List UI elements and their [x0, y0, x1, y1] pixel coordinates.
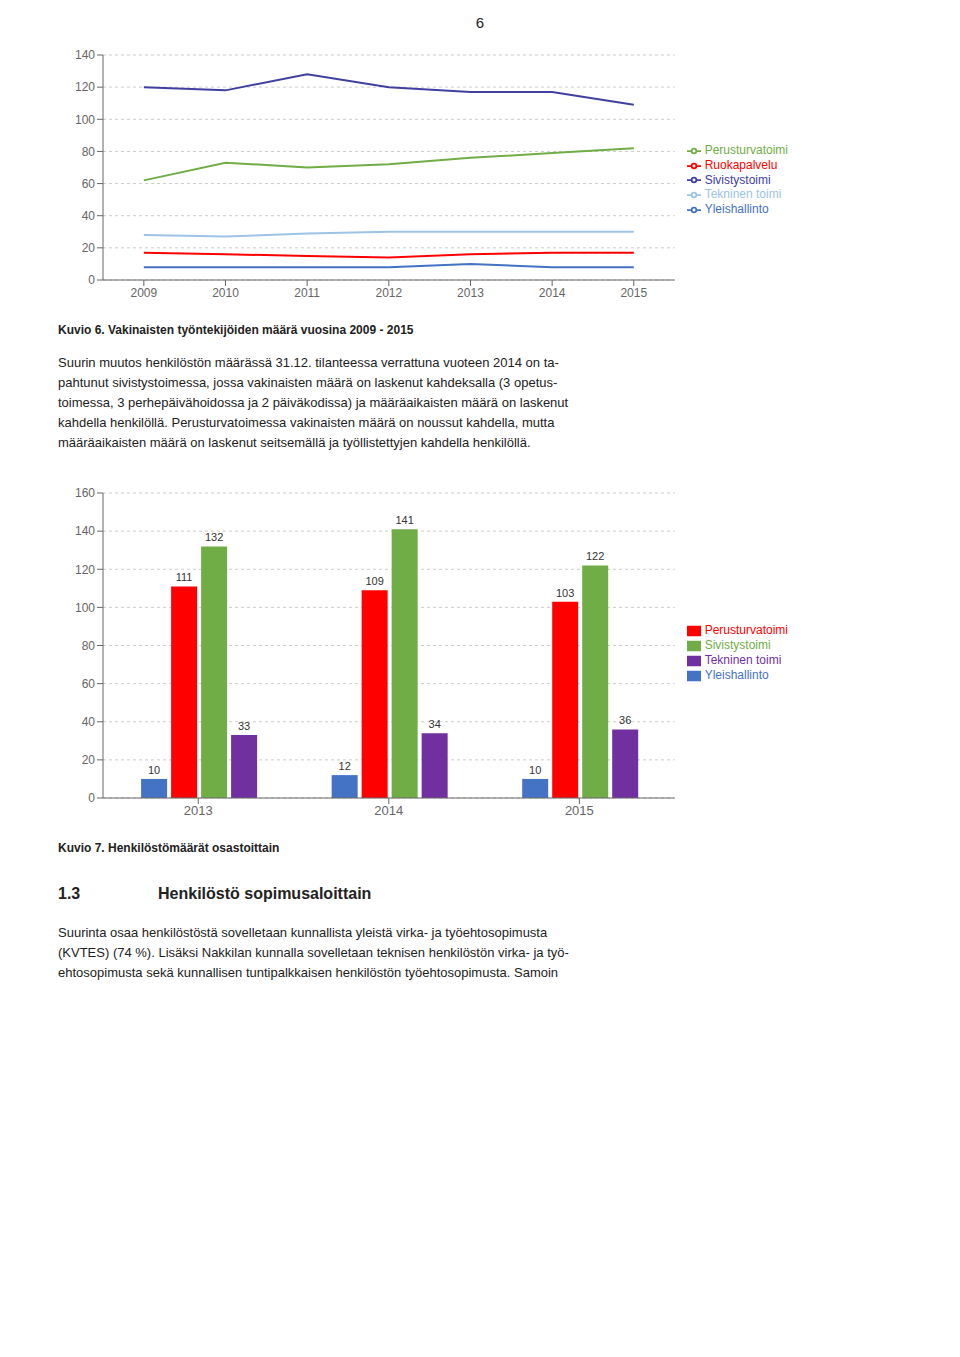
svg-text:120: 120	[75, 563, 95, 577]
svg-text:2011: 2011	[294, 286, 320, 300]
html-text:Ruokapalvelu: Ruokapalvelu	[704, 157, 778, 172]
svg-text:40: 40	[82, 209, 96, 223]
html-text:Tekninen toimi: Tekninen toimi	[704, 653, 782, 667]
svg-text:140: 140	[75, 524, 95, 538]
html-text:Suurinta osaa henkilöstöstä so: Suurinta osaa henkilöstöstä sovelletaan …	[58, 925, 548, 940]
svg-text:111: 111	[176, 571, 193, 583]
svg-text:40: 40	[82, 715, 96, 729]
html-text:Yleishallinto: Yleishallinto	[704, 202, 769, 217]
svg-text:2014: 2014	[539, 286, 566, 300]
svg-text:2013: 2013	[184, 803, 213, 818]
svg-text:140: 140	[75, 48, 95, 62]
html-text:ehtosopimusta sekä kunnallisen: ehtosopimusta sekä kunnallisen tuntipalk…	[58, 965, 559, 980]
svg-text:80: 80	[82, 639, 96, 653]
svg-text:2015: 2015	[565, 803, 594, 818]
svg-text:120: 120	[75, 80, 95, 94]
svg-text:60: 60	[82, 177, 96, 191]
html-text:(KVTES) (74 %). Lisäksi Nakkil: (KVTES) (74 %). Lisäksi Nakkilan kunnall…	[58, 945, 569, 960]
svg-text:132: 132	[205, 531, 223, 543]
svg-text:2013: 2013	[457, 286, 484, 300]
svg-text:2014: 2014	[374, 803, 403, 818]
svg-text:20: 20	[82, 753, 96, 767]
svg-text:10: 10	[148, 764, 160, 776]
svg-text:160: 160	[75, 486, 95, 500]
svg-text:34: 34	[429, 718, 441, 730]
svg-text:122: 122	[586, 550, 604, 562]
svg-text:2015: 2015	[620, 286, 647, 300]
html-text:1.3: 1.3	[58, 885, 81, 902]
svg-text:2009: 2009	[130, 286, 157, 300]
svg-text:60: 60	[82, 677, 96, 691]
html-text:määräaikaisten määrä on lasken: määräaikaisten määrä on laskenut seitsem…	[58, 435, 531, 450]
svg-text:33: 33	[238, 720, 250, 732]
svg-text:0: 0	[88, 791, 95, 805]
svg-text:10: 10	[529, 764, 541, 776]
svg-text:100: 100	[75, 601, 95, 615]
svg-text:20: 20	[82, 241, 96, 255]
html-text:toimessa, 3 perhepäivähoidossa: toimessa, 3 perhepäivähoidossa ja 2 päiv…	[58, 395, 569, 410]
svg-text:103: 103	[556, 587, 574, 599]
svg-text:0: 0	[88, 273, 95, 287]
svg-text:141: 141	[395, 514, 413, 526]
svg-text:100: 100	[75, 113, 95, 127]
html-text:Kuvio 7. Henkilöstömäärät osas: Kuvio 7. Henkilöstömäärät osastoittain	[58, 841, 280, 855]
html-text:6: 6	[475, 14, 485, 31]
html-text:Kuvio 6. Vakinaisten työntekij: Kuvio 6. Vakinaisten työntekijöiden määr…	[58, 323, 414, 337]
html-text:Perusturvatoimi: Perusturvatoimi	[704, 142, 788, 157]
html-text:Henkilöstö sopimusaloittain: Henkilöstö sopimusaloittain	[158, 885, 372, 902]
svg-text:109: 109	[365, 575, 383, 587]
html-text:Yleishallinto: Yleishallinto	[704, 667, 769, 682]
html-text:Perusturvatoimi: Perusturvatoimi	[704, 623, 788, 638]
html-text:pahtunut sivistystoimessa, jos: pahtunut sivistystoimessa, jossa vakinai…	[58, 375, 558, 390]
svg-text:2010: 2010	[212, 286, 239, 300]
html-text:Sivistystoimi: Sivistystoimi	[704, 638, 771, 653]
html-text:Sivistystoimi: Sivistystoimi	[704, 172, 771, 187]
svg-text:36: 36	[619, 714, 631, 726]
svg-text:80: 80	[82, 145, 96, 159]
html-text:Suurin muutos henkilöstön määr: Suurin muutos henkilöstön määrässä 31.12…	[58, 355, 559, 370]
html-text:Tekninen toimi: Tekninen toimi	[704, 187, 782, 202]
svg-text:2012: 2012	[375, 286, 402, 300]
svg-text:12: 12	[339, 760, 351, 772]
html-text:kahdella henkilöllä. Perusturv: kahdella henkilöllä. Perusturvatoimessa …	[58, 415, 555, 430]
